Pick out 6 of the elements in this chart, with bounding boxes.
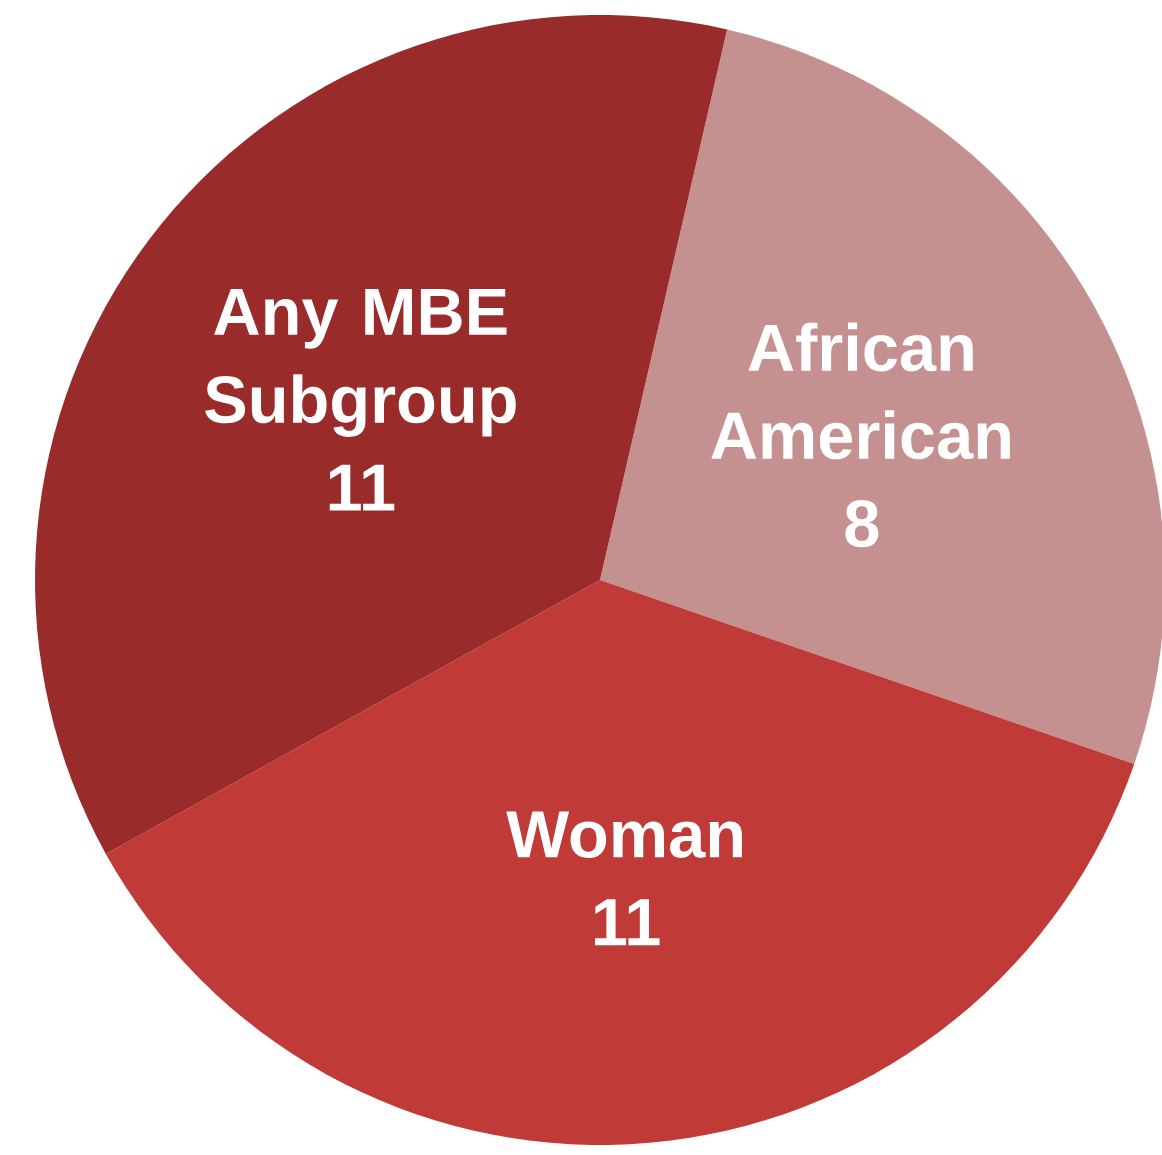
slice-label: Any MBE Subgroup [205, 288, 516, 437]
slice-label: Woman [506, 811, 742, 859]
slice-label: African American [711, 322, 1010, 460]
data-label: 11 [329, 464, 395, 511]
data-label: 8 [845, 499, 879, 548]
data-label: 11 [594, 899, 660, 946]
